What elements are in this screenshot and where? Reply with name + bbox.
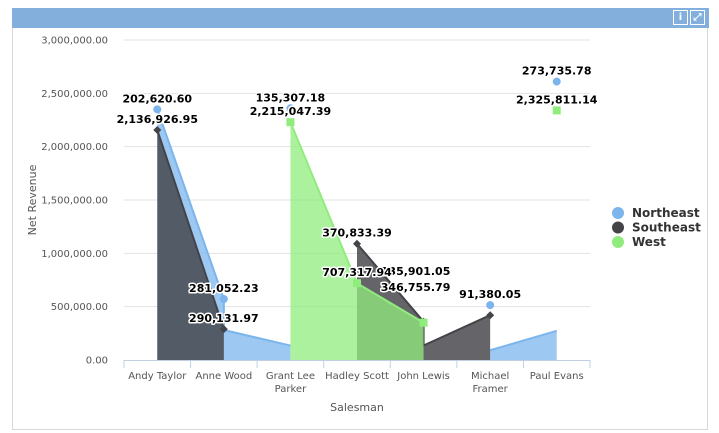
southeast-data-label: 370,833.39 — [322, 227, 392, 240]
northeast-point — [286, 104, 295, 113]
y-tick-label: 1,000,000.00 — [41, 249, 108, 260]
y-tick-label: 500,000.00 — [51, 302, 108, 313]
expand-icon[interactable]: ⤢ — [690, 10, 705, 25]
y-axis-title: Net Revenue — [26, 164, 39, 235]
southeast-point — [219, 325, 228, 334]
northeast-data-label: 91,380.05 — [459, 288, 521, 301]
west-area — [290, 122, 424, 360]
legend-northeast-icon — [612, 207, 624, 219]
northeast-line — [156, 109, 291, 347]
northeast-point — [153, 105, 162, 114]
x-tick-label: Michael Framer — [471, 371, 509, 395]
legend-southeast-icon — [612, 221, 624, 234]
west-point — [286, 118, 295, 127]
west-data-label: 346,755.79 — [381, 281, 451, 294]
legend-west[interactable]: West — [632, 235, 666, 249]
panel-header: i ⤢ — [12, 8, 709, 28]
west-data-label: 707,317.94 — [322, 266, 392, 279]
x-tick-label: Hadley Scott — [325, 371, 389, 382]
west-point — [419, 318, 428, 327]
legend-southeast[interactable]: Southeast — [632, 221, 701, 235]
y-tick-label: 2,500,000.00 — [41, 89, 108, 100]
west-point — [353, 279, 361, 288]
southeast-data-label: 290,131.97 — [189, 312, 259, 325]
x-tick-label: Grant Lee Parker — [266, 371, 315, 395]
southeast-point — [486, 311, 495, 320]
southeast-data-label: 135,901.05 — [381, 265, 451, 278]
x-tick-label: Paul Evans — [530, 371, 584, 382]
southeast-data-label: 2,136,926.95 — [117, 113, 198, 126]
southeast-area — [157, 130, 224, 360]
x-axis-title: Salesman — [330, 401, 384, 414]
northeast-data-label: 273,735.78 — [522, 65, 592, 78]
west-data-label: 2,325,811.14 — [516, 93, 598, 106]
x-tick-label: Anne Wood — [195, 371, 252, 382]
northeast-data-label: 281,052.23 — [189, 282, 259, 295]
northeast-point — [486, 301, 495, 310]
y-tick-label: 2,000,000.00 — [41, 142, 108, 153]
southeast-point — [153, 126, 162, 135]
legend-west-icon — [612, 236, 624, 248]
x-tick-label: John Lewis — [396, 371, 450, 382]
y-tick-label: 3,000,000.00 — [41, 36, 108, 47]
northeast-point — [219, 294, 228, 303]
x-tick-label: Andy Taylor — [128, 371, 187, 382]
northeast-area — [490, 330, 557, 360]
northeast-data-label: 135,307.18 — [256, 91, 326, 104]
info-icon[interactable]: i — [673, 10, 688, 25]
y-tick-label: 0.00 — [86, 356, 108, 367]
northeast-data-label: 202,620.60 — [122, 92, 192, 105]
west-point — [552, 106, 561, 115]
legend-northeast[interactable]: Northeast — [632, 206, 700, 220]
y-tick-label: 1,500,000.00 — [41, 196, 108, 207]
southeast-line — [156, 129, 225, 330]
west-data-label: 2,215,047.39 — [250, 105, 331, 118]
northeast-line — [489, 329, 557, 352]
southeast-point — [353, 239, 361, 248]
northeast-point — [552, 77, 561, 86]
